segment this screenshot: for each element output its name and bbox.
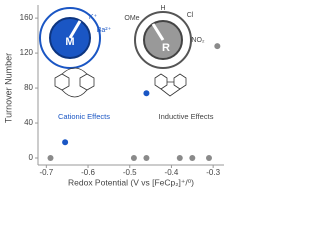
dial-label: M (65, 36, 74, 48)
data-point (47, 155, 54, 162)
dial-label: Ba²⁺ (97, 27, 112, 34)
y-tick-label: 160 (20, 13, 34, 22)
annotation: Inductive Effects (159, 112, 214, 121)
page: {"chart_data": {"type": "scatter", "x_la… (3, 4, 224, 188)
annotation: Cationic Effects (58, 112, 110, 121)
y-tick-label: 80 (24, 83, 33, 92)
dial-label: Cl (187, 12, 194, 19)
y-tick-label: 40 (24, 118, 33, 127)
y-tick-label: 120 (20, 48, 34, 57)
dial-label: K⁺ (89, 14, 98, 21)
x-tick-label: -0.6 (81, 168, 95, 177)
dial-label: OMe (124, 15, 139, 22)
y-tick-label: 0 (29, 153, 34, 162)
data-point (143, 90, 150, 97)
inductive-dial: R OMe H Cl NO₂ (124, 5, 205, 69)
data-point (205, 155, 212, 162)
dial-label: NO₂ (191, 37, 205, 44)
cation-dial: M K⁺ Ba²⁺ (39, 7, 112, 69)
chart: M K⁺ Ba²⁺ R OMe H Cl NO₂ Turnover Number… (3, 5, 224, 187)
x-tick-label: -0.7 (39, 168, 53, 177)
y-axis-title: Turnover Number (3, 53, 13, 123)
x-tick-label: -0.3 (206, 168, 220, 177)
x-axis-title: Redox Potential (V vs [FeCp₂]⁺/⁰) (68, 177, 194, 187)
molecule-sketch (54, 67, 187, 98)
data-point (214, 43, 221, 50)
x-tick-label: -0.5 (123, 168, 137, 177)
dial-label: H (160, 5, 165, 12)
data-point (189, 155, 196, 162)
data-point (62, 139, 69, 146)
data-point (176, 155, 183, 162)
dial-label: R (162, 42, 170, 54)
x-tick-label: -0.4 (165, 168, 179, 177)
data-point (130, 155, 137, 162)
data-point (143, 155, 150, 162)
